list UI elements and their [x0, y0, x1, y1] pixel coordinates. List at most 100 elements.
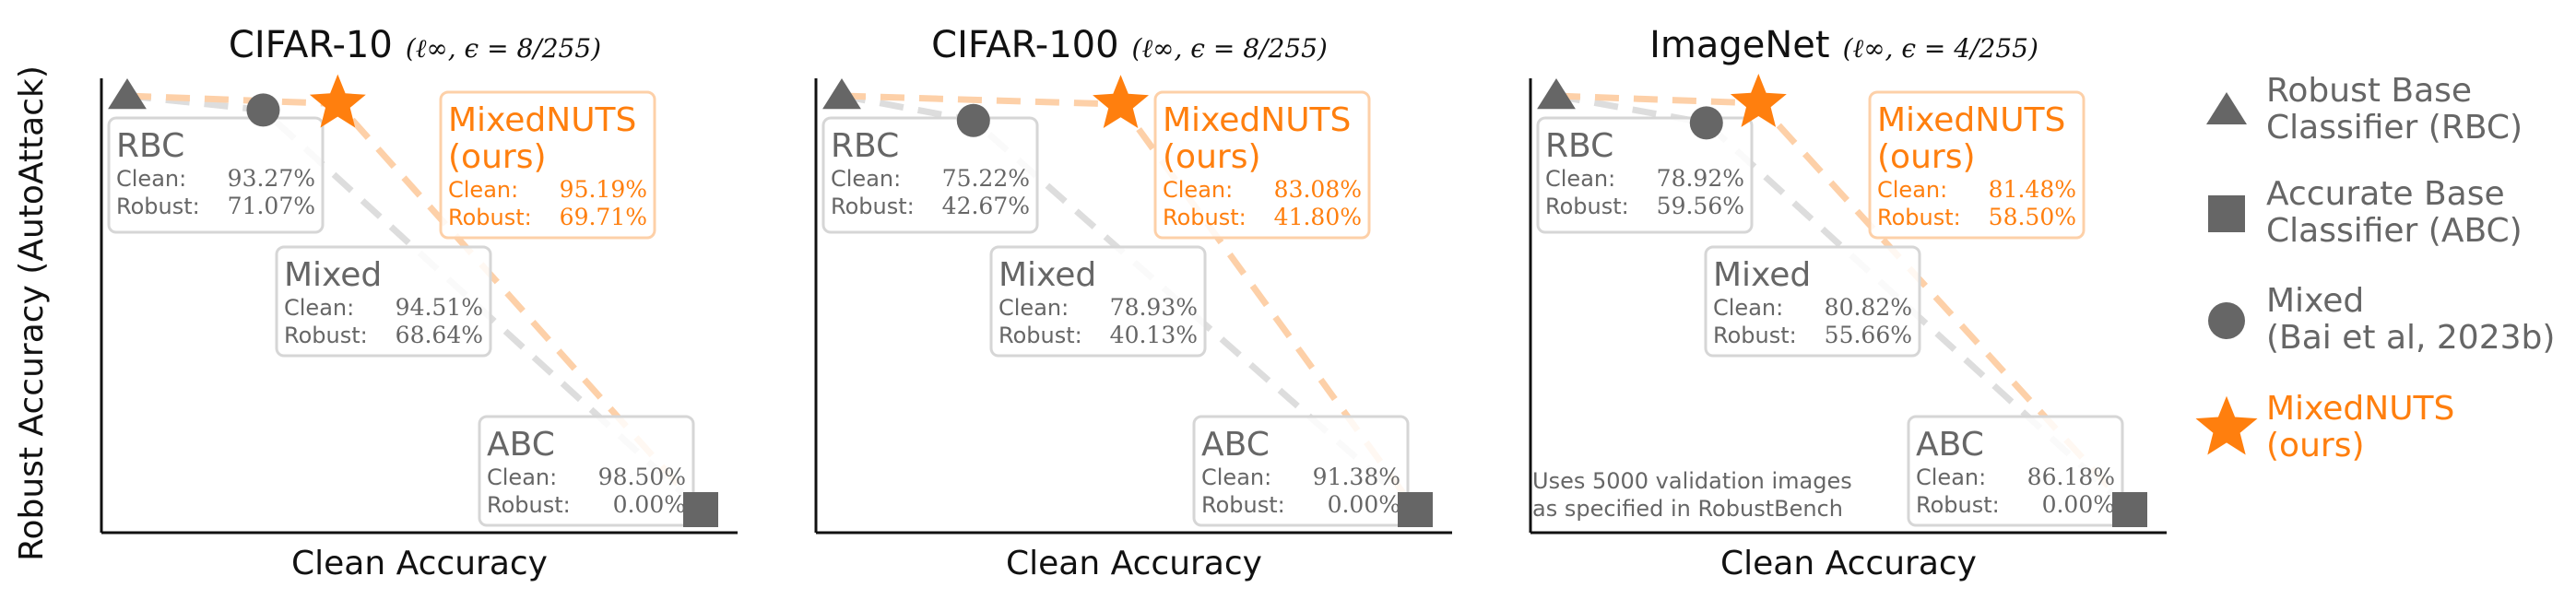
mixed-frontier-line — [1555, 92, 2133, 512]
abc-clean-caption: Clean: — [1916, 464, 1986, 490]
x-axis-label: Clean Accuracy — [1720, 545, 1977, 582]
legend-label: (ours) — [2266, 427, 2365, 464]
mixed-box-frame — [1704, 245, 1921, 358]
chart-title: CIFAR-100 (ℓ∞, ϵ = 8/255) — [931, 24, 1328, 66]
y-axis-label: Robust Accuracy (AutoAttack) — [13, 65, 51, 561]
ours-name-label-2: (ours) — [1163, 138, 1261, 176]
dataset-note-line: as specified in RobustBench — [1532, 496, 1843, 522]
ours-clean-value: 81.48% — [1989, 176, 2076, 203]
abc-box-frame — [1192, 415, 1410, 527]
ours-robust-value: 41.80% — [1274, 204, 1362, 230]
rbc-clean-caption: Clean: — [831, 166, 901, 192]
abc-box-frame — [478, 415, 695, 527]
legend-label: MixedNUTS — [2266, 390, 2454, 428]
mixed-clean-value: 94.51% — [396, 294, 483, 321]
legend-label: Robust Base — [2266, 72, 2472, 110]
legend-item-star: MixedNUTS(ours) — [2195, 390, 2454, 464]
abc-robust-caption: Robust: — [487, 492, 571, 518]
x-axis-label: Clean Accuracy — [291, 545, 548, 582]
ours-name-label: MixedNUTS — [1877, 101, 2065, 139]
abc-clean-value: 86.18% — [2027, 464, 2115, 490]
legend-circle-marker — [2208, 302, 2245, 339]
ours-clean-caption: Clean: — [1877, 177, 1947, 203]
legend-label: (Bai et al, 2023b) — [2266, 319, 2555, 357]
legend-star-marker — [2195, 395, 2258, 455]
rbc-name-label: RBC — [1545, 127, 1613, 165]
mixednuts-point — [309, 74, 366, 128]
rbc-point — [1537, 78, 1576, 110]
rbc-robust-caption: Robust: — [831, 194, 915, 219]
legend-square-marker — [2208, 195, 2245, 232]
mixed-box-frame — [275, 245, 492, 358]
legend-triangle-marker — [2206, 92, 2247, 124]
dataset-note-line: Uses 5000 validation images — [1532, 468, 1852, 494]
ours-robust-caption: Robust: — [1877, 205, 1961, 230]
mixed-name-label: Mixed — [284, 256, 382, 294]
chart-title-name: CIFAR-10 — [229, 24, 393, 66]
mixed-clean-caption: Clean: — [284, 295, 354, 321]
chart-title-math: (ℓ∞, ϵ = 8/255) — [406, 33, 601, 64]
chart-title-math: (ℓ∞, ϵ = 4/255) — [1843, 33, 2038, 64]
mixed-box-frame — [989, 245, 1207, 358]
mixed-robust-value: 68.64% — [396, 322, 483, 348]
abc-name-label: ABC — [1916, 426, 1984, 464]
chart-title: CIFAR-10 (ℓ∞, ϵ = 8/255) — [229, 24, 601, 66]
mixed-point — [956, 103, 990, 137]
ours-clean-caption: Clean: — [1163, 177, 1233, 203]
mixed-clean-caption: Clean: — [1713, 295, 1783, 321]
mixednuts-point — [1730, 74, 1787, 127]
abc-robust-caption: Robust: — [1916, 492, 2000, 518]
abc-clean-caption: Clean: — [487, 464, 557, 490]
rbc-point — [822, 78, 861, 110]
legend-label: Accurate Base — [2266, 175, 2505, 213]
abc-box-frame — [1907, 415, 2124, 527]
rbc-clean-value: 75.22% — [942, 165, 1030, 192]
chart-title-math: (ℓ∞, ϵ = 8/255) — [1132, 33, 1328, 64]
abc-point — [683, 492, 718, 527]
ours-box-frame — [1868, 90, 2086, 240]
abc-point — [1398, 492, 1433, 527]
abc-clean-value: 98.50% — [598, 464, 686, 490]
mixed-clean-caption: Clean: — [998, 295, 1069, 321]
ours-clean-value: 83.08% — [1274, 176, 1362, 203]
rbc-robust-caption: Robust: — [116, 194, 200, 219]
ours-box-frame — [439, 90, 656, 240]
ours-label-box: MixedNUTS(ours)Clean: 95.19% Robust: 69.71% — [439, 90, 656, 240]
rbc-robust-value: 59.56% — [1657, 193, 1744, 219]
rbc-box-frame — [821, 116, 1039, 234]
rbc-clean-value: 93.27% — [228, 165, 315, 192]
rbc-box-frame — [107, 116, 325, 234]
ours-robust-caption: Robust: — [1163, 205, 1247, 230]
abc-robust-value: 0.00% — [613, 491, 686, 518]
rbc-clean-caption: Clean: — [1545, 166, 1615, 192]
abc-name-label: ABC — [1201, 426, 1270, 464]
chart-title-name: ImageNet — [1649, 24, 1830, 66]
abc-point — [2112, 492, 2147, 527]
rbc-name-label: RBC — [831, 127, 899, 165]
ours-label-box: MixedNUTS(ours)Clean: 83.08% Robust: 41.80% — [1153, 90, 1371, 240]
ours-name-label: MixedNUTS — [1163, 101, 1351, 139]
ours-name-label: MixedNUTS — [448, 101, 636, 139]
ours-label-box: MixedNUTS(ours)Clean: 81.48% Robust: 58.50% — [1868, 90, 2086, 240]
abc-clean-value: 91.38% — [1313, 464, 1400, 490]
rbc-box-frame — [1536, 116, 1754, 234]
mixed-robust-caption: Robust: — [1713, 323, 1797, 348]
mixed-point — [246, 93, 280, 127]
mixed-clean-value: 78.93% — [1110, 294, 1198, 321]
mixed-robust-caption: Robust: — [998, 323, 1082, 348]
rbc-clean-value: 78.92% — [1657, 165, 1744, 192]
